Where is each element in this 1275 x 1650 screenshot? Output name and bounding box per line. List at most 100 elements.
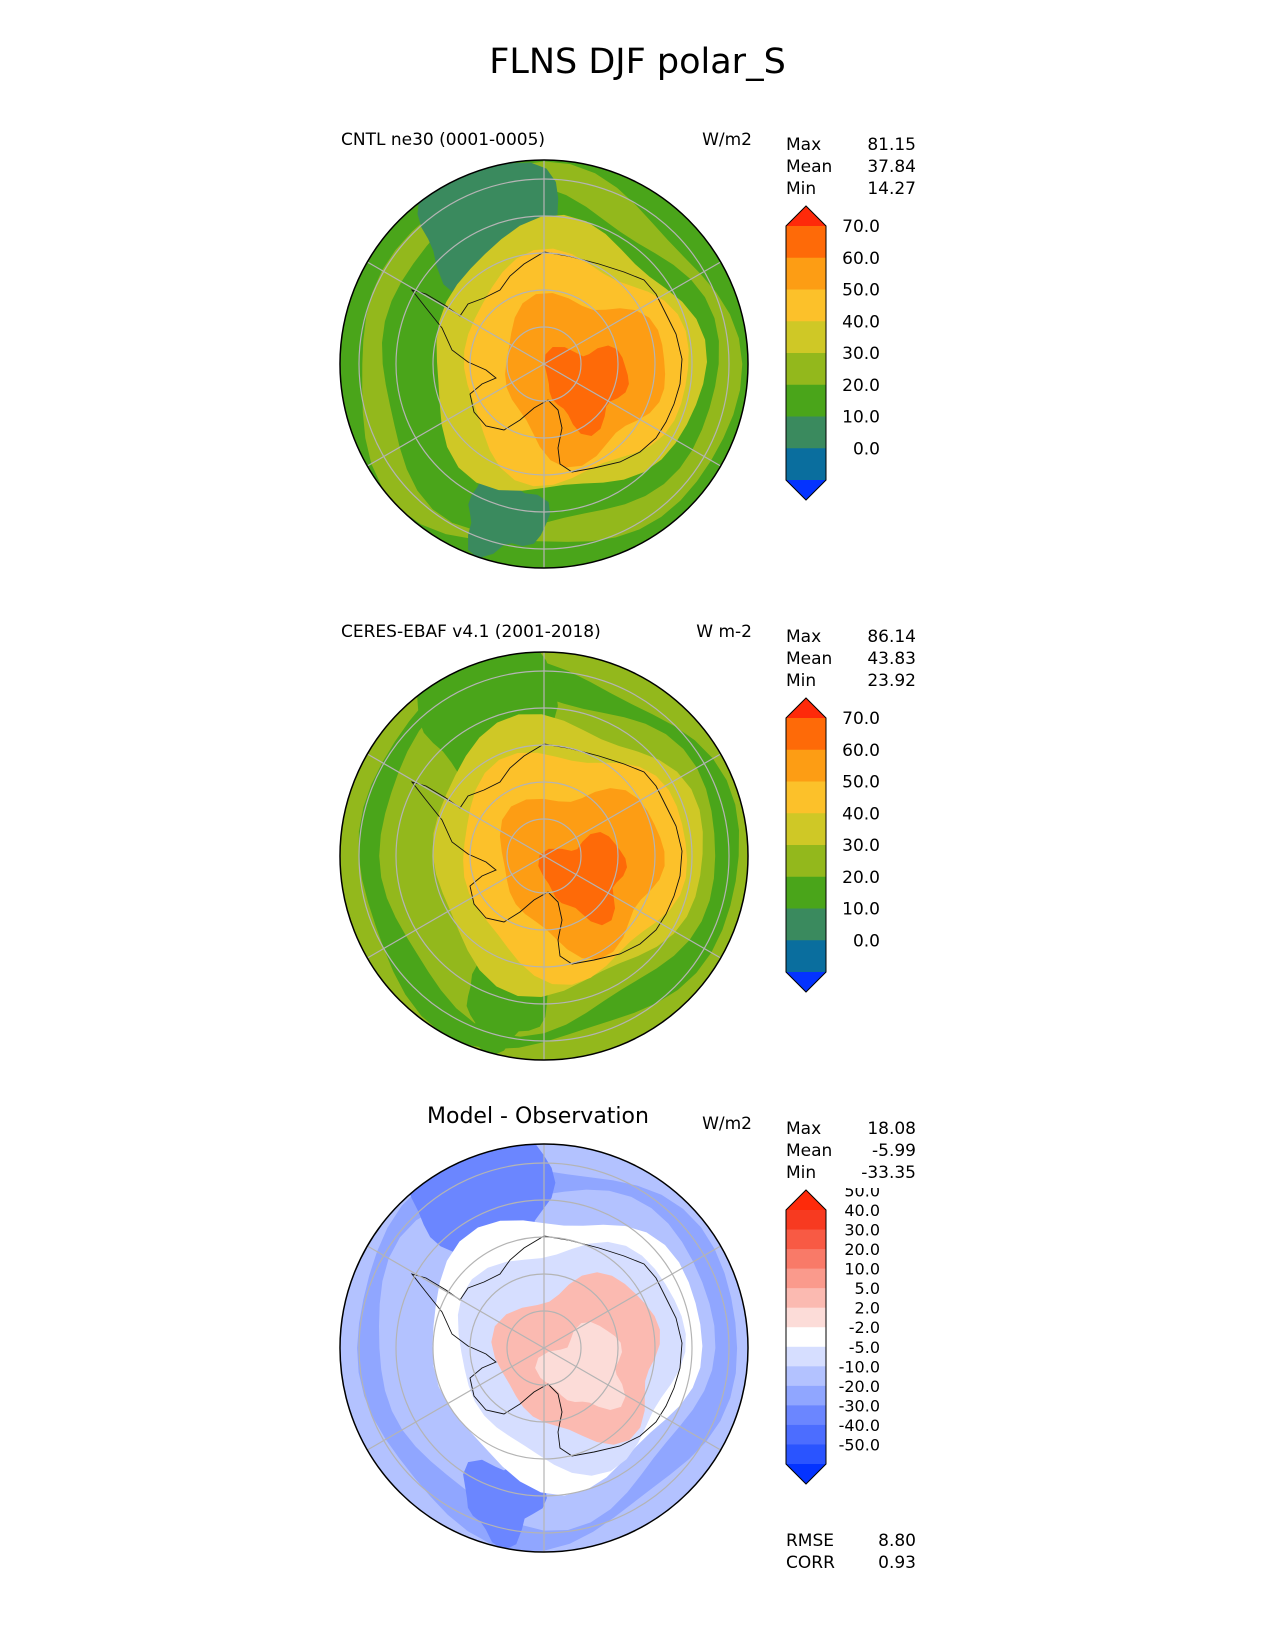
panel-diff: Model - Observation W/m2 Max 18.08 Mean -5…	[0, 1104, 1275, 1584]
gridline-lon	[543, 363, 721, 467]
field-core	[535, 1322, 626, 1410]
colorbar-extend-max	[786, 206, 826, 226]
gridline-lon	[367, 753, 545, 857]
colorbar-tick-label: -5.0	[849, 1338, 880, 1357]
colorbar-tick-label: 2.0	[855, 1299, 880, 1318]
rmse-label: RMSE	[786, 1531, 835, 1551]
colorbar-segment	[786, 813, 826, 846]
colorbar-tick-label: 50.0	[844, 1188, 880, 1200]
gridline-lon	[543, 1347, 721, 1451]
metrics-box: RMSE 8.80 CORR 0.93	[786, 1530, 916, 1574]
panel-obs: CERES-EBAF v4.1 (2001-2018) W m-2 Max 86.…	[0, 622, 1275, 1092]
gridline-lon	[367, 855, 545, 959]
stat-min: 23.92	[867, 671, 916, 691]
colorbar-outline	[785, 205, 827, 501]
panel-units: W m-2	[696, 622, 752, 642]
panel-title: Model - Observation	[427, 1104, 649, 1129]
field-low-patch	[415, 652, 558, 792]
colorbar-tick-label: 40.0	[844, 1201, 880, 1220]
colorbar-tick-label: 0.0	[853, 439, 880, 459]
colorbar-tick-label: 70.0	[842, 217, 880, 237]
colorbar-segment	[786, 1249, 826, 1270]
stats-box: Max 18.08 Mean -5.99 Min -33.35	[786, 1118, 916, 1184]
coastline	[410, 251, 683, 473]
stat-min: 14.27	[867, 179, 916, 199]
colorbar-tick-label: 40.0	[842, 312, 880, 332]
colorbar-segment	[786, 1385, 826, 1406]
gridline-lon	[543, 261, 721, 365]
colorbar-segment	[786, 940, 826, 973]
stat-mean-label: Mean	[786, 157, 833, 177]
colorbar-tick-label: -40.0	[839, 1416, 880, 1435]
gridline-lon	[543, 1245, 721, 1349]
colorbar-tick-label: 0.0	[853, 931, 880, 951]
colorbar-segment	[786, 749, 826, 782]
panel-units: W/m2	[702, 130, 752, 150]
colorbar-segment	[786, 845, 826, 878]
colorbar-tick-label: 30.0	[842, 836, 880, 856]
colorbar-segment	[786, 384, 826, 417]
colorbar-extend-max	[786, 698, 826, 718]
colorbar-segment	[786, 1229, 826, 1250]
colorbar-segment	[786, 876, 826, 909]
corr-label: CORR	[786, 1553, 835, 1573]
colorbar-segment	[786, 1424, 826, 1445]
colorbar-outline	[785, 1189, 827, 1485]
colorbar-segment	[786, 257, 826, 290]
colorbar-tick-label: 20.0	[842, 376, 880, 396]
colorbar-tick-label: -2.0	[849, 1318, 880, 1337]
map-field	[340, 1144, 748, 1552]
stat-min-label: Min	[786, 179, 817, 199]
colorbar-tick-label: -50.0	[839, 1435, 880, 1454]
colorbar-extend-max	[786, 1190, 826, 1210]
map-boundary	[339, 159, 749, 569]
colorbar-tick-label: -10.0	[839, 1357, 880, 1376]
field-core	[544, 345, 629, 436]
stat-mean-label: Mean	[786, 1141, 833, 1161]
map-field	[340, 652, 748, 1060]
coastline	[410, 1235, 683, 1457]
colorbar-tick-label: 10.0	[844, 1260, 880, 1279]
colorbar: 0.0 10.0 20.0 30.0 40.0 50.0 60.0 70.0 80.0	[785, 204, 880, 501]
colorbar-extend-min	[786, 480, 826, 500]
colorbar-tick-label: 80.0	[842, 204, 880, 205]
stat-max: 86.14	[867, 627, 916, 647]
panel-cntl: CNTL ne30 (0001-0005) W/m2 Max 81.15 Mean…	[0, 130, 1275, 600]
stat-max-label: Max	[786, 135, 822, 155]
stat-mean: 37.84	[867, 157, 916, 177]
colorbar-segment	[786, 448, 826, 481]
colorbar-tick-label: 50.0	[842, 281, 880, 301]
colorbar-tick-label: 60.0	[842, 741, 880, 761]
stat-min: -33.35	[861, 1163, 916, 1183]
colorbar-segment	[786, 1405, 826, 1426]
colorbar-tick-label: 5.0	[855, 1279, 880, 1298]
stat-mean-label: Mean	[786, 649, 833, 669]
panel-title: CERES-EBAF v4.1 (2001-2018)	[341, 622, 601, 642]
colorbar-extend-min	[786, 1464, 826, 1484]
colorbar-tick-label: 40.0	[842, 804, 880, 824]
map-boundary	[339, 651, 749, 1061]
colorbar-segment	[786, 1307, 826, 1328]
panel-units: W/m2	[702, 1114, 752, 1134]
stat-mean: -5.99	[872, 1141, 916, 1161]
stat-min-label: Min	[786, 1163, 817, 1183]
stat-max: 81.15	[867, 135, 916, 155]
colorbar-tick-label: 50.0	[842, 773, 880, 793]
gridline-lon	[543, 753, 721, 857]
colorbar-tick-label: 30.0	[844, 1221, 880, 1240]
colorbar-segment	[786, 226, 826, 259]
gridline-lon	[367, 261, 545, 365]
colorbar-tick-label: 20.0	[844, 1240, 880, 1259]
gridline-lon	[367, 1245, 545, 1349]
colorbar-tick-label: -30.0	[839, 1396, 880, 1415]
gridline-lon	[367, 1347, 545, 1451]
map-boundary	[339, 1143, 749, 1553]
polar-map	[339, 159, 749, 569]
colorbar-segment	[786, 1288, 826, 1309]
stats-box: Max 81.15 Mean 37.84 Min 14.27	[786, 134, 916, 200]
polar-map	[339, 651, 749, 1061]
colorbar-segment	[786, 353, 826, 386]
field-low-patch	[468, 464, 551, 559]
polar-map	[339, 1143, 749, 1553]
colorbar-tick-label: 70.0	[842, 709, 880, 729]
